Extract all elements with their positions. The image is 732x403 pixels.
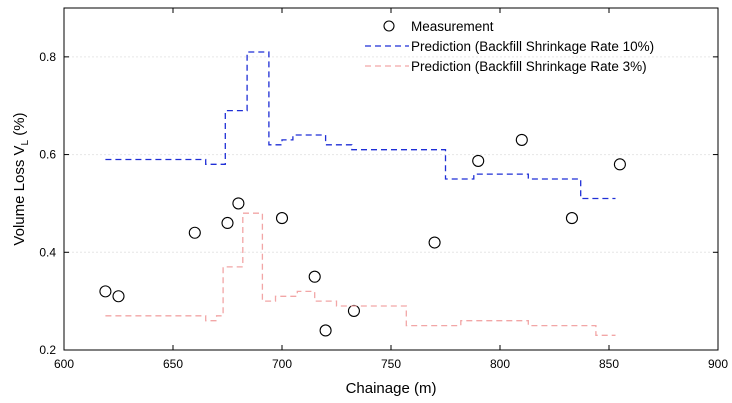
- measurement-point: [308, 270, 321, 283]
- y-tick-label: 0.4: [39, 245, 56, 259]
- x-tick-label: 850: [599, 357, 619, 371]
- x-tick-label: 600: [54, 357, 74, 371]
- x-tick-label: 900: [708, 357, 728, 371]
- measurement-point: [428, 236, 441, 249]
- measurement-point: [472, 154, 485, 167]
- y-axis-label-subscript: L: [20, 140, 31, 146]
- x-axis-label: Chainage (m): [346, 380, 437, 397]
- legend-marker-measurement: [383, 20, 395, 32]
- series-layer: [99, 51, 626, 337]
- tick-layer: 600 650 700 750 800 850 900 0.2 0.4 0.6 0.8: [39, 8, 728, 371]
- measurement-point: [112, 290, 125, 303]
- x-tick-label: 700: [272, 357, 292, 371]
- measurement-point: [188, 226, 201, 239]
- y-tick-label: 0.8: [39, 50, 56, 64]
- x-tick-label: 750: [381, 357, 401, 371]
- y-axis-label: Volume Loss VL (%): [11, 112, 31, 245]
- measurement-point: [99, 285, 112, 298]
- series-line-prediction-3pct: [105, 212, 616, 336]
- legend: Measurement Prediction (Backfill Shrinkag…: [365, 19, 654, 74]
- y-tick-label: 0.6: [39, 148, 56, 162]
- measurement-point: [319, 324, 332, 337]
- measurement-point: [275, 212, 289, 225]
- x-tick-label: 650: [163, 357, 183, 371]
- measurement-point: [515, 133, 528, 146]
- y-axis-label-main: Volume Loss V: [11, 146, 28, 246]
- series-line-prediction-10pct: [105, 51, 616, 200]
- y-axis-label-unit: (%): [11, 112, 28, 140]
- x-tick-label: 800: [490, 357, 510, 371]
- measurement-point: [565, 212, 578, 225]
- measurement-point: [221, 216, 234, 230]
- legend-label: Prediction (Backfill Shrinkage Rate 10%): [411, 39, 654, 54]
- legend-label: Prediction (Backfill Shrinkage Rate 3%): [411, 59, 647, 74]
- y-tick-label: 0.2: [39, 343, 56, 357]
- measurement-point: [232, 197, 245, 210]
- measurement-point: [613, 158, 626, 171]
- legend-label: Measurement: [411, 19, 494, 34]
